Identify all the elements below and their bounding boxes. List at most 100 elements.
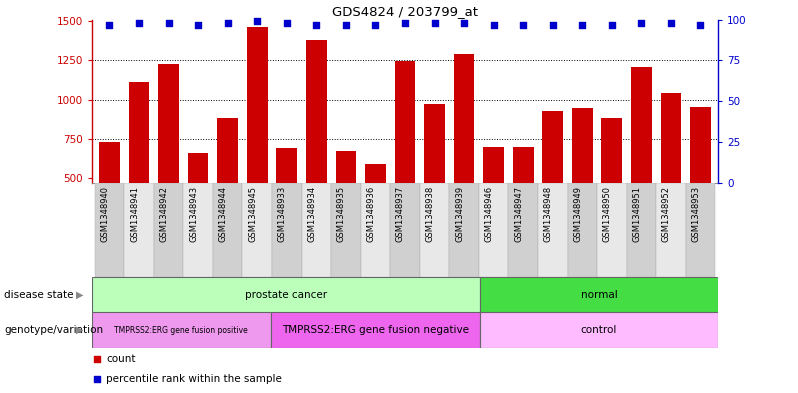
Text: GSM1348934: GSM1348934: [307, 185, 316, 242]
Text: percentile rank within the sample: percentile rank within the sample: [106, 374, 282, 384]
Bar: [449, 183, 479, 277]
Bar: [271, 312, 480, 348]
Point: [251, 18, 263, 24]
Text: control: control: [581, 325, 617, 335]
Text: GSM1348951: GSM1348951: [632, 185, 642, 242]
Text: GSM1348936: GSM1348936: [366, 185, 375, 242]
Bar: [484, 147, 504, 257]
Text: GSM1348949: GSM1348949: [573, 185, 583, 242]
Bar: [597, 183, 626, 277]
Text: GSM1348945: GSM1348945: [248, 185, 257, 242]
Bar: [213, 183, 243, 277]
Point: [90, 376, 103, 382]
Text: GSM1348944: GSM1348944: [219, 185, 227, 242]
Text: ▶: ▶: [76, 290, 84, 300]
Bar: [631, 67, 652, 257]
Point: [665, 20, 678, 26]
Point: [162, 20, 175, 26]
Bar: [572, 108, 593, 257]
Text: GSM1348939: GSM1348939: [455, 185, 464, 242]
Point: [90, 356, 103, 362]
Text: GSM1348953: GSM1348953: [692, 185, 701, 242]
Point: [192, 21, 204, 28]
Text: GSM1348950: GSM1348950: [602, 185, 612, 242]
Text: GSM1348935: GSM1348935: [337, 185, 346, 242]
Text: GSM1348938: GSM1348938: [425, 185, 435, 242]
Point: [103, 21, 116, 28]
Bar: [656, 183, 685, 277]
Bar: [95, 183, 124, 277]
Bar: [480, 277, 718, 312]
Bar: [626, 183, 656, 277]
Bar: [243, 183, 272, 277]
Bar: [276, 148, 297, 257]
Title: GDS4824 / 203799_at: GDS4824 / 203799_at: [332, 6, 478, 18]
Bar: [390, 183, 420, 277]
Bar: [661, 94, 681, 257]
Point: [488, 21, 500, 28]
Text: disease state: disease state: [4, 290, 73, 300]
Text: TMPRSS2:ERG gene fusion positive: TMPRSS2:ERG gene fusion positive: [114, 326, 248, 334]
Bar: [479, 183, 508, 277]
Bar: [92, 312, 271, 348]
Bar: [247, 28, 267, 257]
Point: [369, 21, 381, 28]
Bar: [690, 107, 711, 257]
Bar: [685, 183, 715, 277]
Text: GSM1348933: GSM1348933: [278, 185, 286, 242]
Text: normal: normal: [580, 290, 618, 300]
Point: [221, 20, 234, 26]
Text: count: count: [106, 354, 136, 364]
Text: GSM1348946: GSM1348946: [484, 185, 494, 242]
Text: GSM1348937: GSM1348937: [396, 185, 405, 242]
Point: [547, 21, 559, 28]
Bar: [602, 118, 622, 257]
Point: [132, 20, 145, 26]
Bar: [184, 183, 213, 277]
Bar: [217, 118, 238, 257]
Bar: [272, 183, 302, 277]
Bar: [454, 54, 475, 257]
Point: [606, 21, 618, 28]
Text: TMPRSS2:ERG gene fusion negative: TMPRSS2:ERG gene fusion negative: [282, 325, 468, 335]
Text: GSM1348941: GSM1348941: [130, 185, 139, 242]
Bar: [365, 164, 385, 257]
Bar: [128, 83, 149, 257]
Point: [576, 21, 589, 28]
Bar: [395, 61, 415, 257]
Bar: [538, 183, 567, 277]
Bar: [425, 104, 444, 257]
Bar: [508, 183, 538, 277]
Bar: [543, 110, 563, 257]
Bar: [306, 40, 326, 257]
Bar: [513, 147, 534, 257]
Bar: [188, 153, 208, 257]
Text: GSM1348952: GSM1348952: [662, 185, 671, 242]
Point: [458, 20, 471, 26]
Point: [694, 21, 707, 28]
Bar: [480, 312, 718, 348]
Bar: [335, 151, 356, 257]
Point: [280, 20, 293, 26]
Bar: [302, 183, 331, 277]
Bar: [92, 277, 480, 312]
Bar: [99, 142, 120, 257]
Bar: [361, 183, 390, 277]
Point: [310, 21, 322, 28]
Point: [517, 21, 530, 28]
Bar: [420, 183, 449, 277]
Bar: [331, 183, 361, 277]
Text: GSM1348942: GSM1348942: [160, 185, 168, 242]
Point: [339, 21, 352, 28]
Point: [398, 20, 412, 26]
Text: GSM1348943: GSM1348943: [189, 185, 198, 242]
Text: genotype/variation: genotype/variation: [4, 325, 103, 335]
Text: prostate cancer: prostate cancer: [245, 290, 326, 300]
Text: GSM1348940: GSM1348940: [101, 185, 109, 242]
Bar: [567, 183, 597, 277]
Point: [429, 20, 441, 26]
Bar: [154, 183, 184, 277]
Text: ▶: ▶: [76, 325, 84, 335]
Bar: [124, 183, 154, 277]
Text: GSM1348948: GSM1348948: [543, 185, 553, 242]
